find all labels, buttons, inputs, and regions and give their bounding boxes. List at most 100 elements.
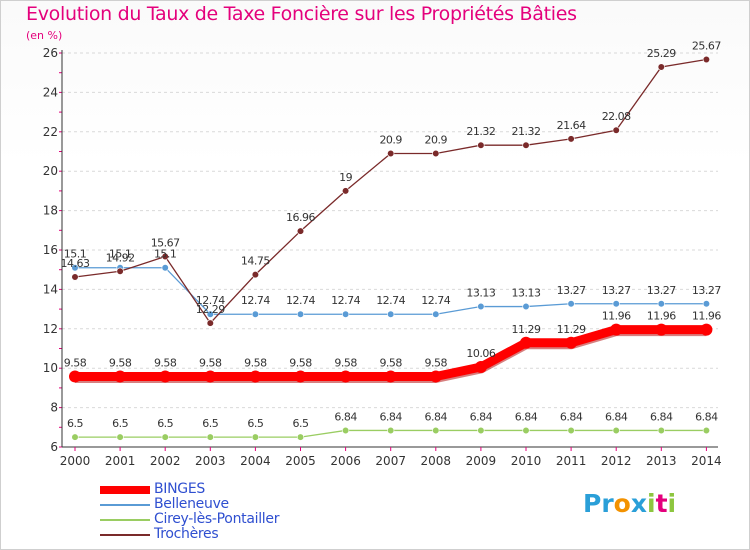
data-label: 6.84 [515,410,538,423]
data-label: 9.58 [109,356,132,369]
data-point [296,227,305,235]
logo-letter: x [630,489,647,518]
x-tick-label: 2013 [646,454,677,468]
data-label: 15.1 [64,248,87,261]
data-point [522,141,530,149]
data-label: 12.74 [286,294,315,307]
data-label: 6.5 [157,417,173,430]
y-tick-label: 6 [50,440,58,454]
logo-letter: P [583,489,602,518]
data-point [567,135,575,143]
data-label: 12.74 [241,294,270,307]
legend-item-binges: BINGES [100,481,360,498]
legend-item-cirey-les-pontailler: Cirey-lès-Pontailler [100,511,360,528]
x-tick-label: 2002 [150,454,181,468]
data-label: 13.27 [647,284,676,297]
data-point [251,433,259,441]
data-label: 11.96 [602,310,631,323]
legend-item-trocheres: Trochères [100,526,360,543]
legend-swatch [100,486,150,494]
data-point [612,426,620,435]
data-point [474,361,487,374]
data-label: 6.84 [650,410,673,423]
data-label: 21.64 [557,119,586,132]
data-label: 6.5 [293,417,309,430]
data-labels: 6.5 6.5 6.5 6.5 6.5 6.5 6.84 6.84 6.84 6.84 6.84 6.… [61,40,722,431]
data-label: 6.84 [695,410,718,423]
data-point [702,300,711,308]
data-point [342,187,350,195]
data-label: 15.67 [151,237,180,250]
data-label: 13.13 [466,287,495,300]
x-tick-label: 2007 [375,454,406,468]
data-label: 21.32 [512,125,541,138]
data-label: 10.06 [466,347,495,360]
legend-label: Trochères [154,526,219,542]
y-tick-label: 24 [43,85,58,99]
data-label: 13.27 [602,284,631,297]
data-label: 6.84 [334,410,357,423]
data-point [294,370,307,383]
data-point [339,370,352,383]
x-tick-label: 2000 [60,454,91,468]
data-point [384,370,397,383]
data-point [522,302,530,311]
x-tick-label: 2005 [285,454,316,468]
data-point [700,323,713,336]
data-point [567,300,575,308]
data-label: 14.75 [241,255,270,268]
x-tick-label: 2012 [601,454,632,468]
data-label: 15.1 [109,248,132,261]
data-label: 25.29 [647,47,676,60]
data-label: 11.96 [647,310,676,323]
data-point [161,433,169,441]
data-point [612,300,620,308]
data-point [477,302,485,311]
x-tick-label: 2009 [466,454,497,468]
data-point [432,426,440,435]
x-tick-label: 2003 [195,454,226,468]
data-label: 6.5 [112,417,128,430]
series-trocheres [71,55,711,327]
data-point [702,55,711,64]
data-label: 12.29 [196,303,225,316]
data-point [567,426,575,435]
data-label: 6.84 [560,410,583,423]
y-tick-label: 8 [50,401,58,415]
chart-unit-label: (en %) [26,29,63,42]
data-point [71,433,79,441]
legend: BINGES Belleneuve Cirey-lès-Pontailler Troc… [100,481,360,543]
chart-title: Evolution du Taux de Taxe Foncière sur l… [26,3,577,25]
data-label: 6.5 [67,417,83,430]
data-point [522,426,530,435]
data-point [342,310,350,318]
data-label: 13.13 [512,287,541,300]
series-layer [69,55,713,441]
x-tick-label: 2004 [240,454,271,468]
data-label: 19 [339,171,352,184]
data-point [206,310,214,318]
x-tick-label: 2014 [691,454,722,468]
logo-letter: o [613,489,631,518]
data-label: 11.96 [692,310,721,323]
data-label: 12.74 [196,294,225,307]
data-point [161,252,169,261]
x-tick-label: 2008 [421,454,452,468]
legend-swatch [100,534,150,536]
y-tick-label: 16 [43,243,58,257]
data-label: 6.5 [247,417,263,430]
series-binges [69,323,713,383]
data-label: 20.9 [379,133,402,146]
data-point [610,323,623,336]
data-label: 9.58 [289,356,312,369]
data-point [71,273,79,281]
x-tick-label: 2011 [556,454,587,468]
data-point [251,310,259,318]
data-point [206,319,214,327]
data-point [565,336,578,349]
y-tick-label: 18 [43,204,58,218]
data-point [657,426,665,435]
data-label: 9.58 [244,356,267,369]
data-point [657,300,665,308]
data-label: 9.58 [199,356,222,369]
